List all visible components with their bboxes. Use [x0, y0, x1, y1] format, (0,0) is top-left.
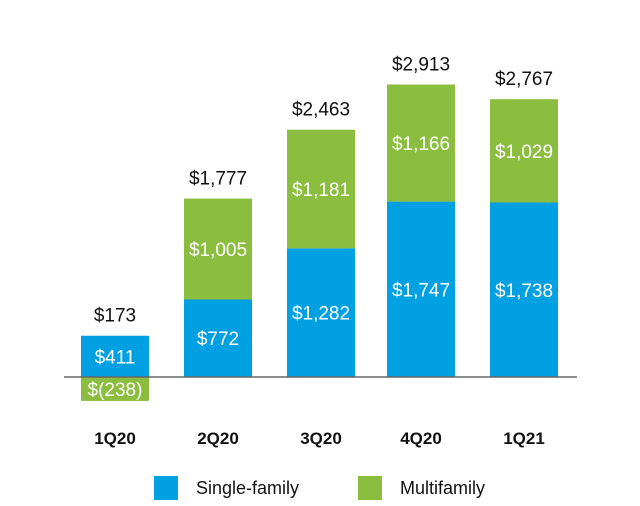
- data-label-multifamily-4q20: $1,166: [392, 134, 450, 155]
- bar-single-family-1q20: [81, 335, 149, 377]
- bar-single-family-3q20: [287, 248, 355, 377]
- legend-item-multifamily: Multifamily: [358, 474, 485, 502]
- bar-single-family-4q20: [387, 201, 455, 377]
- x-tick-label-2q20: 2Q20: [197, 429, 239, 448]
- x-tick-label-4q20: 4Q20: [400, 429, 442, 448]
- legend-swatch-single-family: [154, 476, 178, 500]
- legend-label-multifamily: Multifamily: [400, 477, 486, 498]
- legend-item-single-family: Single-family: [154, 474, 299, 502]
- total-label-1q21: $2,767: [495, 69, 553, 90]
- data-label-single-family-2q20: $772: [197, 329, 239, 350]
- legend-swatch-multifamily: [358, 476, 382, 500]
- total-label-1q20: $173: [94, 306, 136, 327]
- data-label-single-family-3q20: $1,282: [292, 304, 350, 325]
- data-label-single-family-1q20: $411: [95, 347, 136, 368]
- data-label-multifamily-1q20: $(238): [88, 380, 143, 401]
- bar-single-family-2q20: [184, 299, 252, 377]
- data-label-single-family-1q21: $1,738: [495, 281, 553, 302]
- bar-multifamily-1q20: [81, 377, 149, 401]
- x-tick-label-1q21: 1Q21: [503, 429, 545, 448]
- bar-multifamily-3q20: [287, 129, 355, 249]
- data-label-multifamily-2q20: $1,005: [189, 240, 247, 261]
- stacked-bar-chart: $411 $(238) $173 1Q20 $772 $1,005 $1,777 2Q20 $1…: [64, 55, 577, 448]
- bar-multifamily-1q21: [490, 99, 558, 203]
- data-label-single-family-4q20: $1,747: [392, 280, 450, 301]
- chart-legend: Single-family Multifamily: [0, 474, 640, 502]
- bar-multifamily-4q20: [387, 84, 455, 202]
- x-tick-label-3q20: 3Q20: [300, 429, 342, 448]
- x-tick-label-1q20: 1Q20: [94, 429, 136, 448]
- data-label-multifamily-3q20: $1,181: [292, 180, 350, 201]
- total-label-3q20: $2,463: [292, 100, 350, 121]
- bar-multifamily-2q20: [184, 198, 252, 300]
- bar-single-family-1q21: [490, 202, 558, 377]
- data-label-multifamily-1q21: $1,029: [495, 142, 553, 163]
- total-label-2q20: $1,777: [189, 169, 247, 190]
- total-label-4q20: $2,913: [392, 55, 450, 76]
- legend-label-single-family: Single-family: [196, 477, 300, 498]
